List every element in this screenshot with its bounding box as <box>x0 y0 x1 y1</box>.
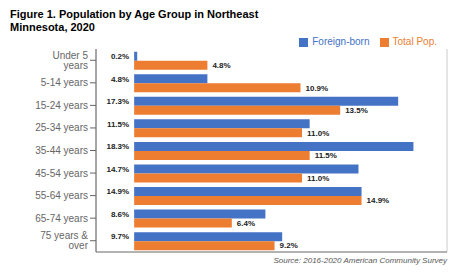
svg-text:18.3%: 18.3% <box>106 142 129 151</box>
svg-text:35-44 years: 35-44 years <box>35 145 88 156</box>
html-text:Source: 2016-2020 American Com: Source: 2016-2020 American Community Sur… <box>273 256 447 265</box>
svg-text:65-74 years: 65-74 years <box>35 213 88 224</box>
svg-text:11.0%: 11.0% <box>307 174 329 183</box>
svg-text:10.9%: 10.9% <box>305 84 328 93</box>
svg-text:8.6%: 8.6% <box>111 210 129 219</box>
svg-text:15-24 years: 15-24 years <box>35 100 88 111</box>
svg-text:4.8%: 4.8% <box>212 61 230 70</box>
svg-text:17.3%: 17.3% <box>106 97 129 106</box>
svg-text:14.9%: 14.9% <box>367 196 390 205</box>
svg-text:55-64 years: 55-64 years <box>35 190 88 201</box>
svg-text:9.7%: 9.7% <box>111 232 129 241</box>
svg-text:11.5%: 11.5% <box>107 120 129 129</box>
svg-text:25-34 years: 25-34 years <box>35 122 88 133</box>
svg-text:5-14 years: 5-14 years <box>41 77 88 88</box>
svg-text:11.0%: 11.0% <box>307 129 329 138</box>
svg-text:4.8%: 4.8% <box>111 75 129 84</box>
svg-text:6.4%: 6.4% <box>237 219 255 228</box>
svg-text:9.2%: 9.2% <box>280 241 298 250</box>
svg-text:0.2%: 0.2% <box>111 52 129 61</box>
svg-text:75 years &over: 75 years &over <box>40 230 88 251</box>
html-text:Foreign-born: Foreign-born <box>312 36 370 47</box>
svg-text:11.5%: 11.5% <box>315 151 337 160</box>
svg-text:Under 5years: Under 5years <box>52 50 88 71</box>
svg-text:14.9%: 14.9% <box>106 187 129 196</box>
svg-text:14.7%: 14.7% <box>106 165 129 174</box>
svg-text:45-54 years: 45-54 years <box>35 168 88 179</box>
html-text:Minnesota, 2020: Minnesota, 2020 <box>10 21 95 33</box>
svg-text:13.5%: 13.5% <box>345 106 368 115</box>
html-text:Figure 1. Population by Age Gr: Figure 1. Population by Age Group in Nor… <box>10 8 259 20</box>
html-text:Total Pop.: Total Pop. <box>392 36 437 47</box>
